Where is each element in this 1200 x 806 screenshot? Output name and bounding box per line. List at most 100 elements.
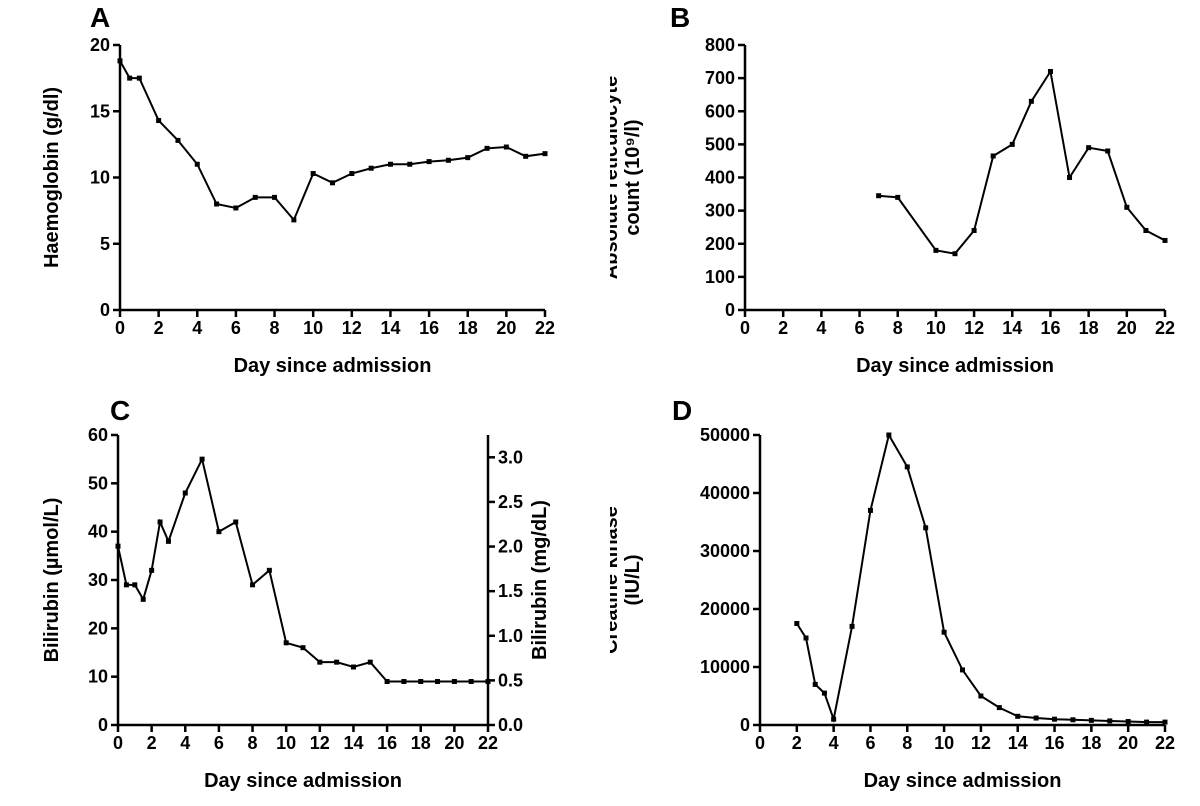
svg-text:2.5: 2.5	[498, 492, 523, 512]
svg-text:Creatine kinase: Creatine kinase	[610, 506, 622, 654]
svg-text:10: 10	[276, 733, 296, 753]
svg-text:100: 100	[705, 267, 735, 287]
svg-text:Day since admission: Day since admission	[864, 770, 1062, 792]
svg-text:18: 18	[411, 733, 431, 753]
svg-text:2: 2	[792, 733, 802, 753]
svg-text:22: 22	[478, 733, 498, 753]
svg-text:20000: 20000	[700, 599, 750, 619]
svg-text:20: 20	[1117, 318, 1137, 338]
svg-text:0: 0	[755, 733, 765, 753]
svg-text:10: 10	[934, 733, 954, 753]
svg-text:0: 0	[115, 318, 125, 338]
svg-text:5: 5	[100, 234, 110, 254]
svg-text:3.0: 3.0	[498, 447, 523, 467]
chart-a: 0 2 4 6 8 10 12 14 16 18 20 22 0 5 10 15 20 Day since adm…	[40, 10, 560, 380]
svg-text:12: 12	[310, 733, 330, 753]
svg-text:4: 4	[180, 733, 190, 753]
svg-text:1.5: 1.5	[498, 581, 523, 601]
svg-text:20: 20	[90, 35, 110, 55]
svg-text:0: 0	[740, 715, 750, 735]
svg-text:2: 2	[147, 733, 157, 753]
figure-container: A 024681012141618202205101520Day since a…	[0, 0, 1200, 806]
svg-text:14: 14	[1008, 733, 1028, 753]
svg-text:(IU/L): (IU/L)	[622, 554, 644, 605]
svg-text:40000: 40000	[700, 483, 750, 503]
svg-text:20: 20	[496, 318, 516, 338]
svg-text:10: 10	[303, 318, 323, 338]
svg-text:10: 10	[88, 667, 108, 687]
panel-b: 0 2 4 6 8 10 12 14 16 18 20 22 0 100 200 300 400 500 600 70…	[610, 10, 1180, 380]
svg-text:50: 50	[88, 473, 108, 493]
svg-text:0: 0	[740, 318, 750, 338]
svg-text:10: 10	[926, 318, 946, 338]
svg-text:Day since admission: Day since admission	[204, 770, 402, 792]
panel-a: 0 2 4 6 8 10 12 14 16 18 20 22 0 5 10 15 20 Day since adm…	[40, 10, 560, 380]
chart-c: 024681012141618202201020304050600.00.51.…	[40, 400, 560, 795]
svg-text:30000: 30000	[700, 541, 750, 561]
svg-text:0: 0	[98, 715, 108, 735]
svg-text:0: 0	[113, 733, 123, 753]
chart-d: 0 2 4 6 8 10 12 14 16 18 20 22 0 10000 20000 30000 40000…	[610, 400, 1180, 795]
svg-text:800: 800	[705, 35, 735, 55]
svg-text:20: 20	[1118, 733, 1138, 753]
svg-text:8: 8	[893, 318, 903, 338]
svg-text:16: 16	[1045, 733, 1065, 753]
svg-text:8: 8	[902, 733, 912, 753]
svg-text:0: 0	[100, 300, 110, 320]
svg-text:10: 10	[90, 168, 110, 188]
svg-text:20: 20	[444, 733, 464, 753]
svg-text:16: 16	[1040, 318, 1060, 338]
svg-text:1.0: 1.0	[498, 626, 523, 646]
svg-text:20: 20	[88, 618, 108, 638]
svg-text:12: 12	[964, 318, 984, 338]
svg-text:200: 200	[705, 234, 735, 254]
svg-text:10000: 10000	[700, 657, 750, 677]
svg-text:40: 40	[88, 522, 108, 542]
svg-text:Day since admission: Day since admission	[856, 355, 1054, 377]
chart-b: 0 2 4 6 8 10 12 14 16 18 20 22 0 100 200 300 400 500 600 70…	[610, 10, 1180, 380]
svg-text:0.0: 0.0	[498, 715, 523, 735]
svg-text:300: 300	[705, 201, 735, 221]
svg-text:4: 4	[829, 733, 839, 753]
svg-text:14: 14	[1002, 318, 1022, 338]
svg-text:0.5: 0.5	[498, 670, 523, 690]
svg-text:8: 8	[270, 318, 280, 338]
svg-text:18: 18	[1079, 318, 1099, 338]
svg-text:600: 600	[705, 101, 735, 121]
svg-text:count (10⁹/l): count (10⁹/l)	[622, 119, 644, 235]
svg-text:15: 15	[90, 101, 110, 121]
svg-text:18: 18	[458, 318, 478, 338]
svg-text:22: 22	[1155, 733, 1175, 753]
svg-text:50000: 50000	[700, 425, 750, 445]
svg-text:6: 6	[231, 318, 241, 338]
svg-text:0: 0	[725, 300, 735, 320]
svg-text:500: 500	[705, 134, 735, 154]
panel-d: 0 2 4 6 8 10 12 14 16 18 20 22 0 10000 20000 30000 40000…	[610, 400, 1180, 795]
svg-text:Bilirubin (µmol/L): Bilirubin (µmol/L)	[41, 498, 63, 663]
svg-text:22: 22	[535, 318, 555, 338]
svg-text:60: 60	[88, 425, 108, 445]
svg-text:12: 12	[342, 318, 362, 338]
svg-text:6: 6	[865, 733, 875, 753]
svg-text:4: 4	[192, 318, 202, 338]
svg-text:Day since admission: Day since admission	[234, 355, 432, 377]
svg-text:6: 6	[855, 318, 865, 338]
svg-text:Absolute reticulocyte: Absolute reticulocyte	[610, 76, 622, 279]
svg-text:2: 2	[154, 318, 164, 338]
svg-text:4: 4	[816, 318, 826, 338]
svg-text:700: 700	[705, 68, 735, 88]
svg-text:2.0: 2.0	[498, 537, 523, 557]
svg-text:14: 14	[380, 318, 400, 338]
svg-text:16: 16	[419, 318, 439, 338]
svg-text:22: 22	[1155, 318, 1175, 338]
svg-text:18: 18	[1081, 733, 1101, 753]
svg-text:14: 14	[343, 733, 363, 753]
svg-text:Haemoglobin (g/dl): Haemoglobin (g/dl)	[41, 87, 63, 268]
svg-text:8: 8	[248, 733, 258, 753]
svg-text:Bilirubin (mg/dL): Bilirubin (mg/dL)	[529, 500, 551, 660]
svg-text:12: 12	[971, 733, 991, 753]
svg-text:400: 400	[705, 168, 735, 188]
svg-text:30: 30	[88, 570, 108, 590]
svg-text:16: 16	[377, 733, 397, 753]
svg-text:2: 2	[778, 318, 788, 338]
